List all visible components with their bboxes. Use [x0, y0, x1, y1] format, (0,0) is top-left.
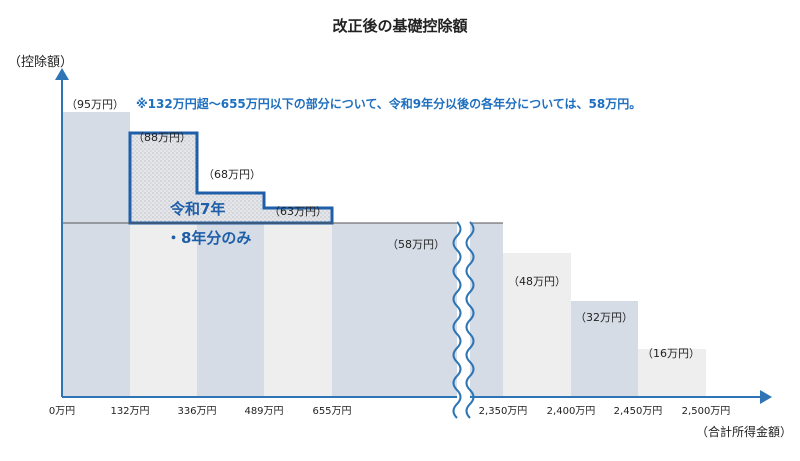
special-label: 令和7年 [170, 200, 225, 218]
bar [470, 223, 503, 397]
bar-segment [197, 223, 264, 397]
x-tick-label: 2,450万円 [614, 406, 663, 417]
bar-segment [264, 223, 332, 397]
x-axis-label: （合計所得金額） [696, 424, 792, 439]
bar [638, 349, 706, 397]
x-tick-label: 2,400万円 [547, 406, 596, 417]
note: ※132万円超～655万円以下の部分について、令和9年分以後の各年分については、… [136, 96, 641, 111]
data-label: （88万円） [133, 131, 191, 144]
data-label: （58万円） [387, 238, 445, 251]
x-tick-label: 489万円 [244, 406, 283, 417]
data-label: （68万円） [203, 168, 261, 181]
chart-title: 改正後の基礎控除額 [332, 17, 467, 35]
x-tick-label: 132万円 [110, 406, 149, 417]
bar [571, 301, 638, 397]
axis-break-left [452, 221, 462, 419]
bar [503, 253, 571, 397]
bar-segment [130, 223, 197, 397]
special-steps-area [128, 131, 334, 225]
bar [332, 223, 457, 397]
y-axis-label: （控除額） [8, 55, 73, 70]
axis-break-right [465, 221, 475, 419]
x-tick-label: 0万円 [49, 406, 75, 417]
x-tick-label: 655万円 [312, 406, 351, 417]
y-axis-arrow [55, 68, 69, 80]
data-label: （95万円） [66, 98, 124, 111]
x-tick-label: 2,500万円 [682, 406, 731, 417]
x-axis-arrow [760, 390, 772, 404]
x-tick-label: 2,350万円 [479, 406, 528, 417]
data-label: （32万円） [575, 311, 633, 324]
x-tick-label: 336万円 [177, 406, 216, 417]
data-label: （48万円） [508, 275, 566, 288]
data-label: （63万円） [269, 205, 327, 218]
bar [62, 112, 130, 397]
special-label: ・8年分のみ [166, 229, 251, 247]
data-label: （16万円） [642, 347, 700, 360]
